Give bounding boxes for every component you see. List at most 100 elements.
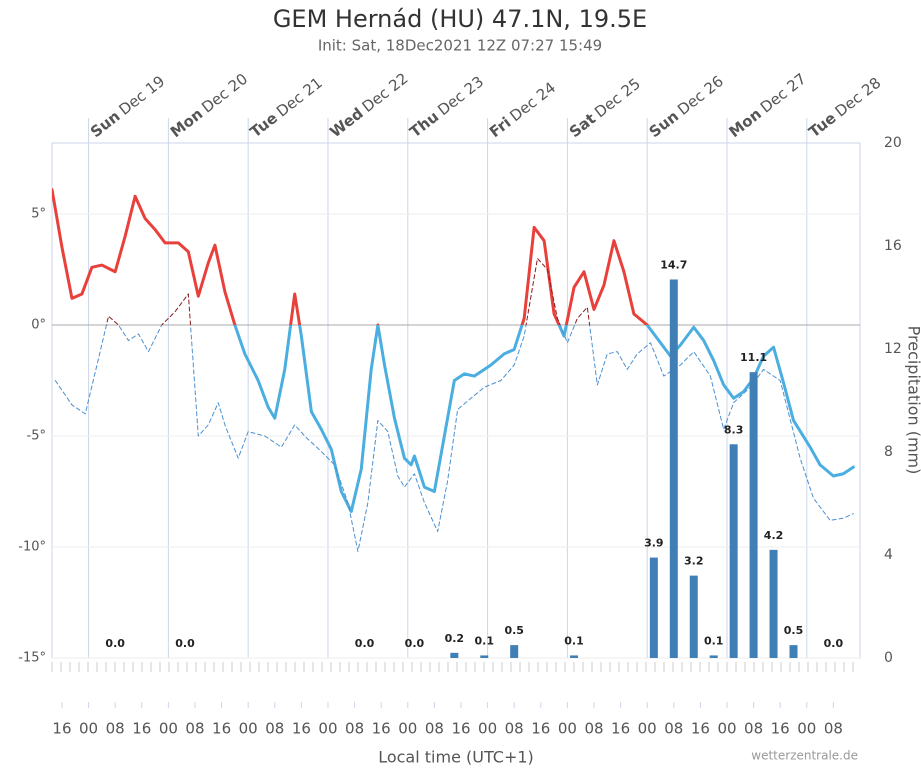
- x-tick-label: 16: [212, 720, 231, 738]
- x-tick-label: 08: [664, 720, 683, 738]
- x-tick-label: 08: [584, 720, 603, 738]
- x-tick-label: 16: [52, 720, 71, 738]
- precip-bar: [789, 645, 797, 658]
- day-label: SunDec 26: [645, 72, 726, 141]
- date: Dec 21: [273, 73, 326, 120]
- weekday: Sun: [645, 107, 681, 141]
- weekday: Wed: [326, 104, 366, 141]
- precip-label: 0.2: [445, 632, 465, 645]
- day-label: TueDec 21: [246, 73, 325, 140]
- date: Dec 25: [591, 74, 644, 121]
- precip-bar: [480, 655, 488, 658]
- x-tick-label: 16: [372, 720, 391, 738]
- precip-bar: [770, 550, 778, 658]
- plot-frame: [52, 143, 860, 658]
- x-axis-label: Local time (UTC+1): [378, 748, 534, 767]
- precip-label: 0.5: [504, 624, 524, 637]
- day-label: ThuDec 23: [406, 72, 487, 141]
- x-tick-label: 08: [824, 720, 843, 738]
- x-tick-label: 08: [505, 720, 524, 738]
- precip-label: 0.0: [105, 637, 125, 650]
- x-tick-label: 16: [691, 720, 710, 738]
- date: Dec 27: [757, 69, 810, 116]
- y2-tick-label: 16: [884, 238, 902, 254]
- precip-label: 3.2: [684, 555, 704, 568]
- precip-bar: [570, 655, 578, 658]
- precip-label: 0.5: [784, 624, 804, 637]
- chart-subtitle: Init: Sat, 18Dec2021 12Z 07:27 15:49: [318, 37, 602, 55]
- precip-label: 0.1: [564, 634, 584, 647]
- date: Dec 20: [198, 69, 251, 116]
- precip-bar: [730, 444, 738, 658]
- x-tick-label: 00: [318, 720, 337, 738]
- chart-title: GEM Hernád (HU) 47.1N, 19.5E: [273, 5, 647, 33]
- x-tick-label: 16: [531, 720, 550, 738]
- precip-label: 0.0: [355, 637, 375, 650]
- day-label: MonDec 20: [167, 69, 251, 140]
- date: Dec 26: [674, 72, 727, 119]
- day-label: FriDec 24: [486, 78, 559, 141]
- x-tick-label: 08: [744, 720, 763, 738]
- day-label: TueDec 28: [805, 73, 884, 140]
- date: Dec 19: [115, 72, 168, 119]
- x-tick-label: 00: [398, 720, 417, 738]
- precip-label: 0.0: [175, 637, 195, 650]
- y-tick-label: -10°: [18, 540, 46, 555]
- weekday: Tue: [246, 108, 280, 140]
- y2-tick-label: 0: [884, 650, 893, 666]
- y-tick-label: -15°: [18, 651, 46, 666]
- precip-label: 0.1: [475, 634, 495, 647]
- x-tick-label: 00: [79, 720, 98, 738]
- date: Dec 23: [434, 72, 487, 119]
- precip-label: 4.2: [764, 529, 784, 542]
- x-tick-label: 08: [185, 720, 204, 738]
- precip-bar: [650, 558, 658, 658]
- precip-label: 8.3: [724, 423, 744, 436]
- date: Dec 24: [506, 78, 559, 125]
- weekday: Mon: [167, 104, 206, 140]
- date: Dec 22: [358, 69, 411, 116]
- y2-tick-label: 20: [884, 135, 902, 151]
- y2-axis-label: Precipitation (mm): [905, 326, 921, 475]
- weekday: Thu: [406, 107, 442, 141]
- x-tick-label: 16: [451, 720, 470, 738]
- precip-label: 3.9: [644, 537, 664, 550]
- weekday: Sun: [87, 107, 123, 141]
- day-label: WedDec 22: [326, 69, 411, 141]
- x-tick-label: 16: [611, 720, 630, 738]
- precip-bar: [690, 576, 698, 658]
- x-tick-label: 00: [159, 720, 178, 738]
- precip-bar: [510, 645, 518, 658]
- weekday: Tue: [805, 108, 839, 140]
- y-tick-label: 5°: [31, 207, 46, 222]
- precip-label: 14.7: [660, 258, 687, 271]
- precip-label: 0.1: [704, 634, 724, 647]
- x-tick-label: 16: [292, 720, 311, 738]
- x-tick-label: 16: [132, 720, 151, 738]
- y-tick-label: 0°: [31, 318, 46, 333]
- weekday: Fri: [486, 113, 514, 141]
- y2-tick-label: 12: [884, 341, 902, 357]
- x-tick-label: 00: [239, 720, 258, 738]
- weekday: Sat: [566, 109, 599, 140]
- date: Dec 28: [831, 73, 884, 120]
- x-tick-label: 00: [638, 720, 657, 738]
- precip-bar: [670, 279, 678, 658]
- credit: wetterzentrale.de: [751, 749, 858, 763]
- y-tick-label: -5°: [27, 429, 46, 444]
- day-label: SatDec 25: [566, 74, 644, 141]
- day-label: SunDec 19: [87, 72, 168, 141]
- precip-bar: [750, 372, 758, 658]
- y2-tick-label: 4: [884, 547, 893, 563]
- x-tick-label: 08: [425, 720, 444, 738]
- precip-bar: [710, 655, 718, 658]
- wind-strip: [52, 662, 860, 702]
- x-tick-label: 08: [106, 720, 125, 738]
- x-tick-label: 16: [771, 720, 790, 738]
- precip-label: 0.0: [824, 637, 844, 650]
- precip-label: 11.1: [740, 351, 767, 364]
- x-tick-label: 00: [797, 720, 816, 738]
- x-tick-label: 00: [478, 720, 497, 738]
- y2-tick-label: 8: [884, 444, 893, 460]
